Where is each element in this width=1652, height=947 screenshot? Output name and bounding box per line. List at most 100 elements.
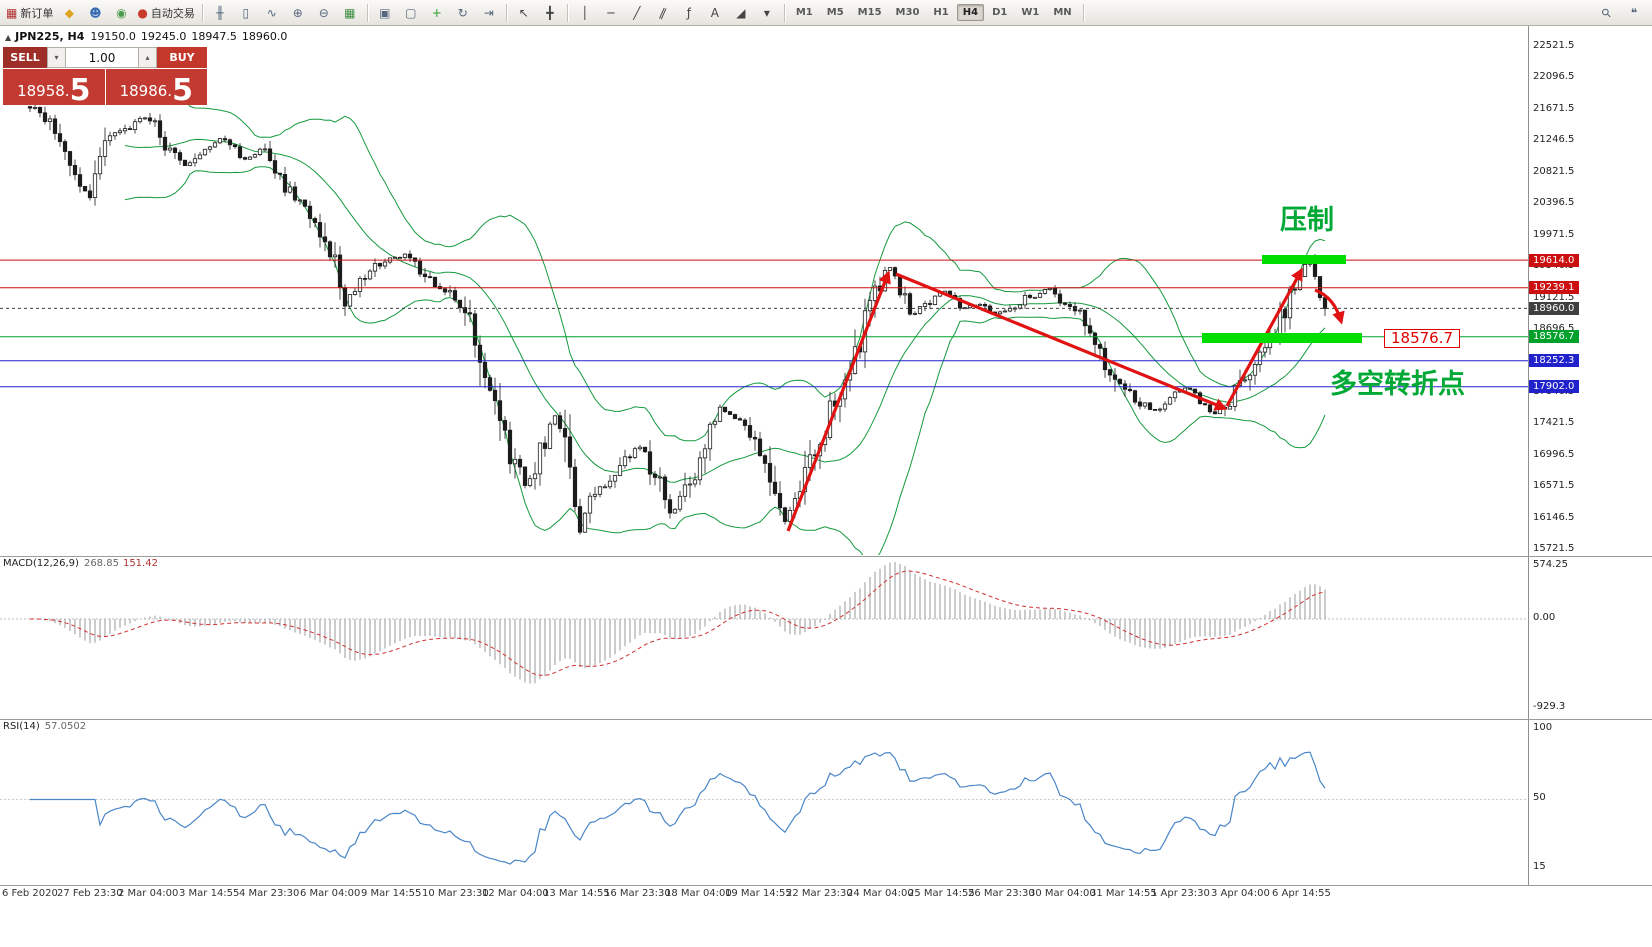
grid-button[interactable]: ▦ [337, 3, 363, 23]
time-axis-label: 31 Mar 14:55 [1090, 888, 1157, 899]
price-tick-label: 20821.5 [1533, 166, 1575, 177]
bar-chart-icon: ╫ [216, 5, 224, 20]
timeframe-w1[interactable]: W1 [1021, 7, 1040, 18]
time-axis-label: 18 Mar 04:00 [665, 888, 732, 899]
chat-icon: ❝ [1630, 5, 1638, 20]
text-button[interactable]: A [702, 3, 728, 23]
rsi-indicator-label: RSI(14) 57.0502 [3, 721, 86, 732]
tile-windows-icon: ▣ [379, 5, 391, 20]
horizontal-line-button[interactable]: ─ [598, 3, 624, 23]
time-axis-label: 10 Mar 23:30 [422, 888, 489, 899]
price-level-badge-18252.3: 18252.3 [1529, 354, 1579, 367]
new-order-button-label: 新订单 [20, 6, 54, 20]
trendline-button[interactable]: ╱ [624, 3, 650, 23]
price-tick-label: 17421.5 [1533, 417, 1575, 428]
time-axis-label: 24 Mar 04:00 [847, 888, 914, 899]
price-level-badge-19614.0: 19614.0 [1529, 254, 1579, 267]
vertical-line-button[interactable]: │ [572, 3, 598, 23]
line-chart-button[interactable]: ∿ [259, 3, 285, 23]
ohlc-low: 18947.5 [191, 30, 237, 43]
ohlc-close: 18960.0 [241, 30, 288, 43]
auto-scroll-button[interactable]: ↻ [450, 3, 476, 23]
price-tick-label: 21671.5 [1533, 103, 1575, 114]
macd-scale-label: 574.25 [1533, 559, 1568, 570]
chat-button[interactable]: ❝ [1621, 3, 1647, 23]
lot-increment-button[interactable]: ▴ [138, 47, 157, 68]
sell-price-display[interactable]: 18958. 5 [3, 69, 105, 105]
bar-chart-button[interactable]: ╫ [207, 3, 233, 23]
tile-windows-button[interactable]: ▣ [372, 3, 398, 23]
price-tick-label: 15721.5 [1533, 543, 1575, 554]
time-axis-label: 25 Mar 14:55 [908, 888, 975, 899]
timeframe-h1[interactable]: H1 [933, 7, 949, 18]
label-button[interactable]: ◢ [728, 3, 754, 23]
metaeditor-icon-icon: ◆ [64, 5, 74, 20]
market-icon-icon: ◉ [116, 5, 127, 20]
price-tick-label: 19121.5 [1533, 292, 1575, 303]
sell-price-big-digit: 5 [69, 72, 91, 108]
auto-trading-button[interactable]: ● 自动交易 [134, 3, 197, 23]
profile-icon-icon: ☻ [89, 5, 102, 20]
search-icon: ⚲ [1597, 4, 1615, 21]
search-button[interactable]: ⚲ [1593, 3, 1619, 23]
market-icon[interactable]: ◉ [108, 3, 134, 23]
buy-button[interactable]: BUY [157, 47, 207, 68]
time-axis-label: 6 Feb 2020 [2, 888, 58, 899]
buy-price-main: 18986. [119, 82, 173, 100]
macd-main-value: 268.85 [83, 558, 119, 569]
price-level-badge-18576.7: 18576.7 [1529, 330, 1579, 343]
candlestick-button[interactable]: ▯ [233, 3, 259, 23]
timeframe-d1[interactable]: D1 [992, 7, 1008, 18]
turning-point-annotation[interactable]: 多空转折点 [1330, 369, 1465, 400]
lot-size-input[interactable]: 1.00 [66, 47, 138, 68]
buy-price-big-digit: 5 [172, 72, 193, 108]
timeframe-m1[interactable]: M1 [795, 7, 813, 18]
sell-button[interactable]: SELL [3, 47, 47, 68]
fibonacci-button[interactable]: ƒ [676, 3, 702, 23]
panel-collapse-toggle[interactable]: ▲ [5, 33, 12, 42]
crosshair-button[interactable]: ╋ [537, 3, 563, 23]
cursor-button[interactable]: ↖ [511, 3, 537, 23]
candlestick-icon: ▯ [242, 5, 250, 20]
lot-decrement-button[interactable]: ▾ [47, 47, 66, 68]
timeframe-h4[interactable]: H4 [956, 4, 985, 21]
cursor-icon: ↖ [518, 5, 529, 20]
price-chart-canvas[interactable] [0, 26, 1528, 555]
time-axis-label: 6 Apr 14:55 [1272, 888, 1331, 899]
grid-icon: ▦ [344, 5, 356, 20]
profile-icon[interactable]: ☻ [82, 3, 108, 23]
one-click-trading-panel: SELL ▾ 1.00 ▴ BUY 18958. 5 18986. 5 [3, 47, 207, 105]
new-chart-button[interactable]: + [424, 3, 450, 23]
time-axis-label: 13 Mar 14:55 [543, 888, 610, 899]
time-axis-label: 12 Mar 04:00 [482, 888, 549, 899]
resistance-zone[interactable] [1262, 255, 1346, 264]
toolbar: ▦ 新订单 ◆ ☻ ◉ ● 自动交易 ╫ ▯ ∿ ⊕ ⊖ ▦ ▣ ▢ + ↻ ⇥ ↖ ╋ │ ─ ╱ ∥ ƒ A ◢ ▾ M1 M5 M15… [0, 0, 1652, 26]
channel-icon: ∥ [657, 4, 669, 21]
chart-shift-button[interactable]: ⇥ [476, 3, 502, 23]
support-price-annotation[interactable]: 18576.7 [1384, 329, 1461, 348]
zoom-in-icon: ⊕ [292, 5, 303, 20]
timeframe-m5[interactable]: M5 [826, 7, 844, 18]
zoom-out-button[interactable]: ⊖ [311, 3, 337, 23]
channel-button[interactable]: ∥ [650, 3, 676, 23]
timeframe-mn[interactable]: MN [1053, 7, 1072, 18]
macd-signal-value: 151.42 [122, 558, 158, 569]
price-level-badge-19239.1: 19239.1 [1529, 281, 1579, 294]
new-order-button[interactable]: ▦ 新订单 [3, 3, 56, 23]
shapes-dropdown[interactable]: ▾ [754, 3, 780, 23]
text-icon: A [710, 5, 719, 20]
timeframe-m15[interactable]: M15 [857, 7, 882, 18]
support-zone[interactable] [1202, 333, 1362, 343]
rsi-name: RSI(14) [3, 721, 40, 732]
rsi-panel-canvas[interactable] [0, 720, 1528, 884]
toolbar-separator [566, 3, 568, 22]
resistance-annotation[interactable]: 压制 [1280, 205, 1334, 236]
buy-price-display[interactable]: 18986. 5 [105, 69, 207, 108]
time-axis-label: 1 Apr 23:30 [1151, 888, 1210, 899]
timeframe-m30[interactable]: M30 [895, 7, 920, 18]
metaeditor-icon[interactable]: ◆ [56, 3, 82, 23]
cascade-windows-button[interactable]: ▢ [398, 3, 424, 23]
zoom-in-button[interactable]: ⊕ [285, 3, 311, 23]
macd-panel-canvas[interactable] [0, 557, 1528, 718]
